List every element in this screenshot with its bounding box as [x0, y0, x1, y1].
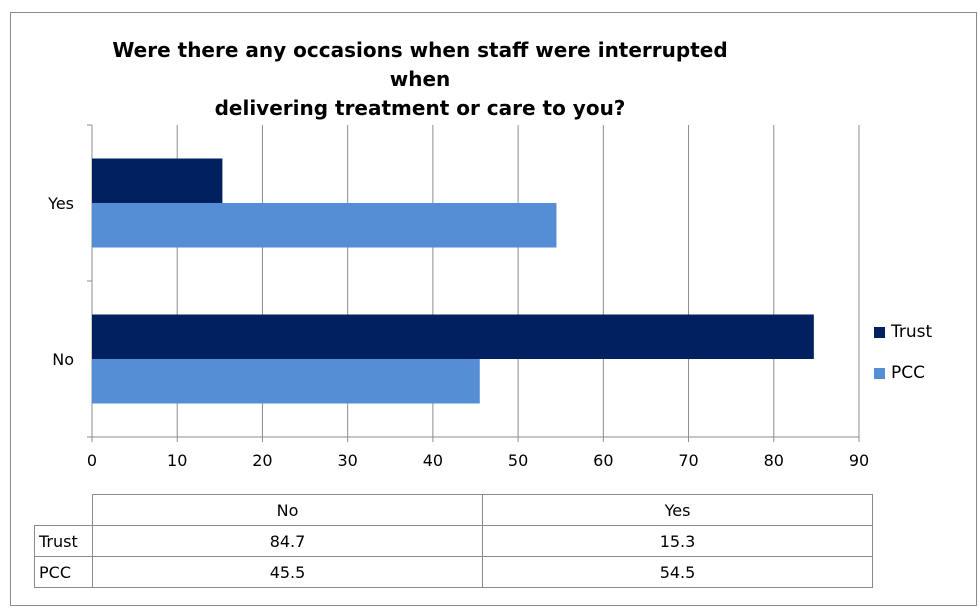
legend-label-trust: Trust: [891, 322, 933, 342]
data-table-cell: 84.7: [92, 525, 483, 557]
legend: Trust PCC: [874, 322, 932, 404]
legend-item-pcc: PCC: [874, 363, 932, 383]
chart-title-line-2: delivering treatment or care to you?: [214, 96, 626, 120]
x-tick-label: 70: [678, 451, 698, 470]
data-table-cell: 54.5: [482, 556, 873, 588]
data-table-row-label: Trust: [34, 525, 93, 557]
chart-title-line-1: Were there any occasions when staff were…: [112, 38, 728, 91]
x-tick-label: 30: [337, 451, 357, 470]
data-table-col-header: Yes: [482, 494, 873, 526]
x-tick-label: 90: [849, 451, 869, 470]
data-table-row: PCC 45.5 54.5: [34, 556, 873, 588]
data-table-header-row: No Yes: [34, 494, 873, 526]
bar-trust-yes: [92, 158, 223, 203]
data-table: No Yes Trust 84.7 15.3 PCC 45.5 54.5: [34, 494, 873, 588]
x-tick-label: 60: [593, 451, 613, 470]
data-table-cell: 45.5: [92, 556, 483, 588]
data-table-cell: 15.3: [482, 525, 873, 557]
data-table-corner: [34, 494, 93, 526]
bar-pcc-no: [92, 359, 480, 404]
bar-pcc-yes: [92, 203, 557, 248]
y-tick-label: No: [52, 350, 74, 369]
y-tick-label: Yes: [47, 194, 74, 213]
x-tick-label: 80: [764, 451, 784, 470]
legend-label-pcc: PCC: [891, 363, 925, 383]
data-table-col-header: No: [92, 494, 483, 526]
data-table-row: Trust 84.7 15.3: [34, 525, 873, 557]
data-table-row-label: PCC: [34, 556, 93, 588]
x-tick-label: 40: [423, 451, 443, 470]
x-tick-label: 50: [508, 451, 528, 470]
legend-swatch-trust: [874, 326, 885, 338]
legend-item-trust: Trust: [874, 322, 932, 342]
x-tick-label: 20: [252, 451, 272, 470]
chart-title: Were there any occasions when staff were…: [100, 36, 740, 123]
bar-trust-no: [92, 314, 814, 359]
x-tick-label: 0: [87, 451, 97, 470]
legend-swatch-pcc: [874, 367, 885, 379]
x-tick-label: 10: [167, 451, 187, 470]
